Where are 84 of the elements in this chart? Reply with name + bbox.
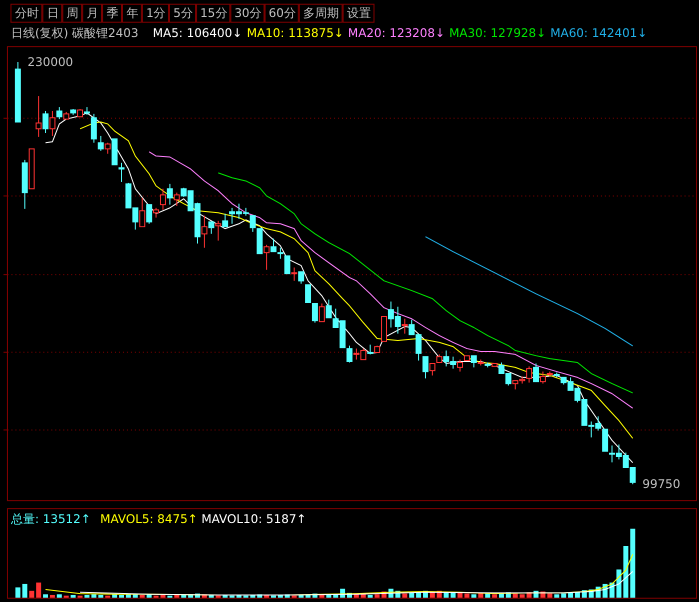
candlestick bbox=[429, 362, 436, 376]
candlestick bbox=[56, 106, 62, 120]
candlestick bbox=[291, 267, 298, 282]
text: 年 bbox=[126, 6, 138, 20]
candlestick bbox=[540, 371, 546, 384]
bar bbox=[409, 592, 414, 598]
bar bbox=[50, 594, 55, 598]
candlestick bbox=[250, 215, 256, 232]
candlestick bbox=[270, 238, 276, 252]
text: 日 bbox=[46, 6, 59, 20]
bar bbox=[119, 594, 124, 598]
text: 季 bbox=[106, 6, 119, 20]
candlestick bbox=[346, 345, 352, 363]
text: MA10: 113875↓ bbox=[246, 26, 344, 40]
candlestick bbox=[318, 303, 325, 322]
bar bbox=[561, 594, 566, 598]
text: 总量: 13512↑ bbox=[10, 512, 91, 526]
text: 多周期 bbox=[303, 6, 340, 20]
text: 分时 bbox=[14, 6, 39, 20]
bar bbox=[160, 594, 166, 598]
text: 60分 bbox=[268, 6, 296, 20]
bar bbox=[181, 594, 186, 598]
text: MA20: 123208↓ bbox=[348, 26, 445, 40]
text: MAVOL5: 8475↑ bbox=[100, 512, 198, 526]
candlestick bbox=[208, 221, 214, 234]
candlestick bbox=[139, 197, 146, 228]
chart-title: 日线(复权) 碳酸锂2403 bbox=[10, 26, 138, 40]
bar bbox=[22, 584, 28, 598]
text: 30分 bbox=[234, 6, 262, 20]
text: 99750 bbox=[642, 477, 680, 492]
bar bbox=[98, 594, 104, 598]
candlestick bbox=[98, 135, 104, 152]
candlestick bbox=[160, 188, 166, 210]
candlestick bbox=[470, 355, 477, 368]
candlestick bbox=[277, 247, 284, 260]
bar bbox=[547, 594, 552, 598]
bar bbox=[29, 590, 34, 598]
bar bbox=[70, 594, 76, 598]
candlestick bbox=[201, 215, 208, 248]
text: 设置 bbox=[347, 6, 372, 20]
candlestick bbox=[49, 110, 56, 136]
candlestick bbox=[166, 183, 173, 206]
candlestick bbox=[402, 318, 408, 334]
bar bbox=[568, 592, 574, 598]
text: 15分 bbox=[200, 6, 228, 20]
candlestick bbox=[305, 284, 312, 304]
candlestick bbox=[526, 366, 532, 384]
text: 1分 bbox=[146, 6, 166, 20]
candlestick bbox=[284, 255, 290, 274]
candlestick bbox=[90, 113, 97, 144]
candlestick bbox=[367, 344, 374, 355]
candlestick bbox=[457, 359, 464, 372]
candlestick bbox=[42, 110, 49, 134]
candlestick bbox=[104, 142, 111, 154]
bar bbox=[368, 594, 373, 598]
candlestick bbox=[174, 192, 180, 206]
candlestick bbox=[215, 220, 222, 242]
bar bbox=[616, 569, 622, 598]
candlestick bbox=[118, 162, 125, 182]
bar bbox=[140, 594, 145, 598]
candlestick bbox=[146, 204, 152, 224]
text: MA60: 142401↓ bbox=[550, 26, 648, 40]
candlestick bbox=[602, 428, 608, 452]
candlestick bbox=[264, 244, 270, 270]
candlestick bbox=[153, 207, 160, 218]
candlestick bbox=[222, 213, 228, 228]
annotation: 230000 bbox=[28, 55, 74, 70]
bar bbox=[36, 582, 42, 598]
candlestick bbox=[298, 271, 304, 284]
bar bbox=[464, 594, 470, 598]
text: 5分 bbox=[173, 6, 193, 20]
candlestick bbox=[422, 356, 428, 379]
candlestick bbox=[36, 96, 42, 138]
bar bbox=[84, 594, 90, 598]
candlestick bbox=[533, 362, 539, 382]
bar bbox=[174, 594, 180, 598]
text: MA5: 106400↓ bbox=[152, 26, 242, 40]
bar bbox=[15, 587, 20, 598]
text: 月 bbox=[86, 6, 99, 20]
bar bbox=[450, 592, 456, 598]
text: 周 bbox=[66, 6, 79, 20]
text: MAVOL10: 5187↑ bbox=[201, 512, 306, 526]
text: MA30: 127928↓ bbox=[449, 26, 546, 40]
candlestick bbox=[312, 303, 318, 324]
